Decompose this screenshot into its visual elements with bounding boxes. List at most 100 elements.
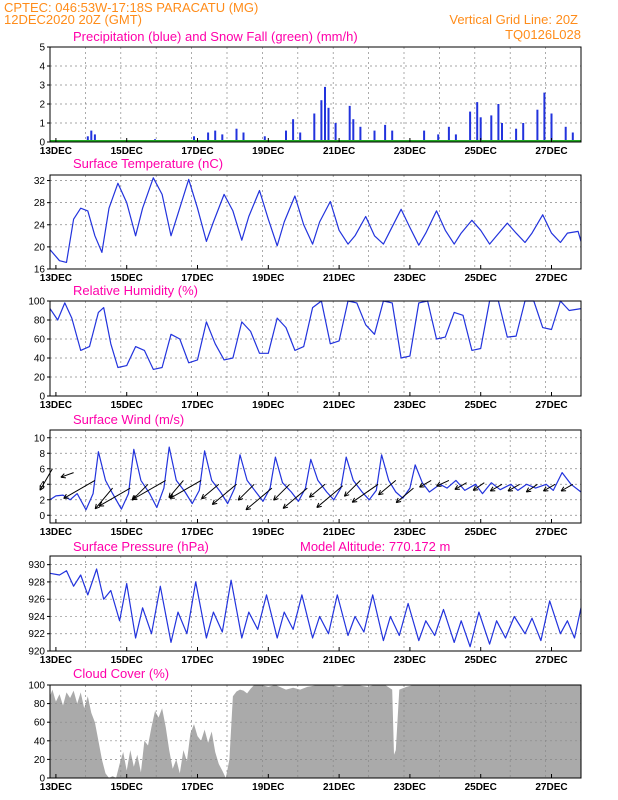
rh-title: Relative Humidity (%) [73, 283, 198, 298]
wind-arrow-head [273, 495, 279, 501]
x-tick-label: 19DEC [252, 782, 284, 793]
x-tick-label: 15DEC [111, 273, 143, 284]
wind-arrow [131, 483, 149, 501]
precip-bar [536, 109, 539, 142]
precip-bar [447, 126, 450, 142]
y-tick-label: 100 [28, 681, 45, 692]
precip-bar [324, 86, 326, 142]
y-tick-label: 3 [39, 81, 45, 92]
x-tick-label: 27DEC [535, 655, 567, 666]
y-tick-label: 16 [34, 265, 46, 276]
x-tick-label: 21DEC [323, 146, 355, 157]
x-tick-label: 23DEC [394, 273, 426, 284]
x-tick-label: 21DEC [323, 273, 355, 284]
wind-arrow [211, 483, 237, 505]
temp-title: Surface Temperature (nC) [73, 156, 223, 171]
x-tick-label: 15DEC [111, 782, 143, 793]
wind-arrow [282, 487, 308, 509]
precip-bar [93, 134, 96, 142]
y-tick-label: 8 [39, 449, 45, 460]
wind-arrow [60, 472, 74, 478]
header-model-id: TQ0126L028 [505, 27, 581, 42]
wind-arrow-head [525, 487, 532, 493]
x-tick-label: 17DEC [181, 273, 213, 284]
precip-bar [391, 130, 394, 142]
pressure-line [49, 568, 582, 648]
y-tick-label: 20 [34, 242, 46, 253]
wind-arrow-head [308, 492, 315, 498]
x-tick-label: 13DEC [40, 273, 72, 284]
x-tick-label: 19DEC [252, 655, 284, 666]
wind-title: Surface Wind (m/s) [73, 412, 184, 427]
wind-arrow [507, 483, 520, 492]
precip-bar [86, 136, 89, 142]
wind-arrow-head [94, 503, 100, 510]
plot-frame [49, 300, 582, 397]
wind-arrow [344, 480, 361, 497]
x-tick-label: 15DEC [111, 655, 143, 666]
y-tick-label: 40 [34, 736, 46, 747]
y-tick-label: 0 [39, 774, 45, 785]
wind-arrow-head [489, 486, 496, 492]
header-run-time: 12DEC2020 20Z (GMT) [4, 12, 142, 27]
x-tick-label: 21DEC [323, 527, 355, 538]
precip-bar [263, 136, 266, 142]
precip-bar [522, 123, 525, 142]
y-tick-label: 80 [34, 699, 46, 710]
plot-area [50, 175, 581, 269]
wind-arrow [419, 479, 432, 488]
wind-arrow-head [201, 493, 207, 500]
y-tick-label: 924 [28, 612, 45, 623]
precip-bar [550, 113, 553, 142]
wind-arrow-head [454, 485, 460, 490]
x-tick-label: 25DEC [465, 400, 497, 411]
x-tick-label: 23DEC [394, 400, 426, 411]
x-tick-label: 25DEC [465, 527, 497, 538]
precip-bar [285, 130, 287, 142]
wind-arrow-head [378, 490, 384, 496]
panel-precip: 0 1 2 3 4 5 13DEC 15DEC 17DEC 19DEC 21DEC 23DEC 25DE… [39, 29, 582, 157]
precip-bar [313, 113, 316, 142]
precip-bar [348, 105, 351, 142]
x-tick-label: 23DEC [394, 782, 426, 793]
wind-arrow-head [282, 503, 289, 509]
wind-arrow [132, 479, 166, 500]
x-tick-label: 17DEC [181, 655, 213, 666]
plot-frame [49, 429, 582, 524]
precip-bar [373, 130, 376, 142]
panel-rh: 0 20 40 60 80 100 13DEC 15DEC 17DEC 19DEC 21DEC 23D… [28, 283, 582, 411]
wind-arrow-head [60, 473, 66, 479]
x-tick-label: 13DEC [40, 400, 72, 411]
precip-bar [437, 134, 440, 142]
precip-bar [299, 132, 302, 142]
x-tick-label: 21DEC [323, 782, 355, 793]
y-tick-label: 24 [34, 220, 46, 231]
x-tick-label: 23DEC [394, 146, 426, 157]
x-tick-label: 19DEC [252, 527, 284, 538]
y-tick-label: 2 [39, 100, 45, 111]
wind-arrow-head [98, 501, 105, 507]
precip-bar [292, 119, 295, 142]
wind-arrow [168, 480, 184, 498]
cloud-cover-area [50, 685, 581, 778]
y-tick-label: 20 [34, 755, 46, 766]
y-tick-label: 60 [34, 335, 46, 346]
y-tick-label: 4 [39, 480, 45, 491]
plot-area [50, 47, 581, 142]
precip-bar [235, 128, 238, 142]
wind-arrow-head [316, 502, 322, 508]
x-tick-label: 25DEC [465, 655, 497, 666]
precip-bar [359, 126, 362, 142]
wind-arrow [245, 487, 273, 511]
wind-arrow-head [436, 481, 442, 487]
precip-bar [564, 126, 567, 142]
wind-arrow [201, 483, 220, 500]
wind-arrow [472, 482, 485, 491]
plot-frame [49, 46, 582, 143]
precip-bar [327, 107, 330, 142]
y-tick-label: 40 [34, 354, 46, 365]
panel-temp: 16 20 24 28 32 13DEC 15DEC 17DEC 19DEC 21DEC 23DEC… [34, 156, 582, 284]
x-tick-label: 17DEC [181, 527, 213, 538]
precip-bar [352, 119, 355, 142]
